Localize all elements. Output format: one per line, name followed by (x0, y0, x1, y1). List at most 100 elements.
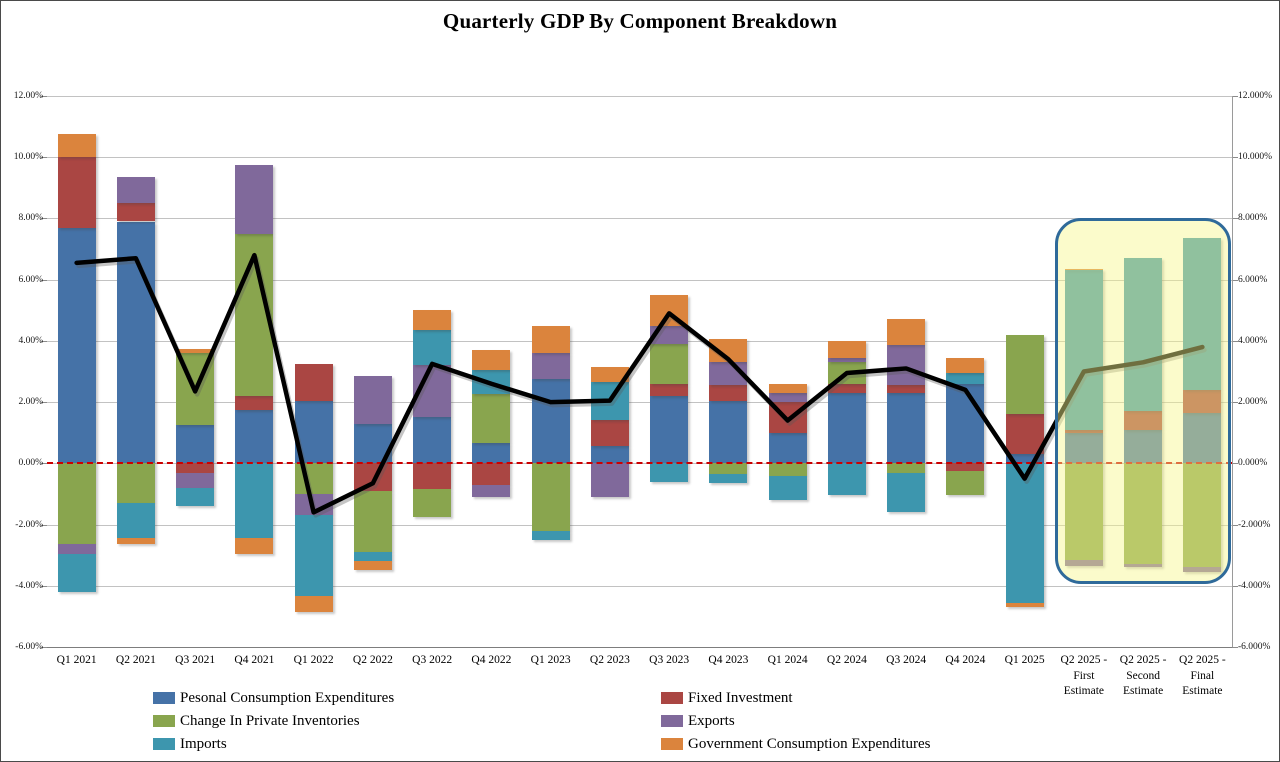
axis-tick (1233, 402, 1238, 404)
bar-segment (294, 596, 333, 612)
y-axis-label-left: 12.00% (13, 91, 43, 101)
legend-label: Government Consumption Expenditures (688, 735, 931, 752)
legend-label: Exports (688, 712, 735, 729)
bar-segment (1005, 414, 1044, 455)
bar-segment (709, 474, 748, 484)
gridline (47, 585, 1232, 587)
bar-segment (650, 395, 689, 464)
bar-segment (709, 339, 748, 363)
bar-segment (531, 379, 570, 464)
x-axis-label: Q1 2025 (1004, 654, 1045, 666)
bar-segment (531, 353, 570, 380)
legend-swatch-icon (153, 715, 175, 727)
axis-tick (1233, 524, 1238, 526)
bar-segment (531, 463, 570, 531)
x-axis-label: Q1 2022 (293, 654, 334, 666)
legend-column-right: Fixed Investment Exports Government Consum… (661, 688, 930, 757)
bar-segment (590, 366, 629, 383)
bar-segment (1005, 602, 1044, 608)
bar-segment (116, 177, 155, 204)
bar-segment (827, 392, 866, 464)
bar-segment (57, 553, 96, 592)
y-axis-label-left: -2.00% (15, 519, 43, 530)
axis-tick (41, 340, 47, 342)
legend-swatch-icon (661, 738, 683, 750)
bar-segment (827, 357, 866, 363)
q2-2025-estimates-highlight (1054, 218, 1231, 585)
legend-item: Imports (153, 734, 394, 754)
legend-label: Change In Private Inventories (180, 712, 360, 729)
x-axis-label: Q3 2024 (886, 654, 927, 666)
gridline (47, 340, 1232, 342)
y-axis-label-right: 0.000% (1238, 458, 1268, 469)
bar-segment (353, 463, 392, 491)
bar-segment (768, 432, 807, 464)
legend-item: Exports (661, 711, 930, 731)
bar-segment (235, 409, 274, 464)
y-axis-label-right: 2.000% (1238, 397, 1268, 408)
bar-segment (1124, 411, 1163, 430)
bar-segment (472, 484, 511, 497)
bar-segment (1183, 389, 1222, 413)
axis-tick (41, 524, 47, 526)
bar-segment (57, 227, 96, 464)
bar-segment (1064, 270, 1103, 430)
bar-segment (531, 530, 570, 540)
bar-segment (590, 446, 629, 464)
axis-tick (1233, 340, 1238, 342)
bar-segment (353, 376, 392, 424)
legend-column-left: Pesonal Consumption Expenditures Change I… (153, 688, 394, 757)
x-axis-label: Q2 2025 - Final Estimate (1179, 654, 1226, 697)
bar-segment (887, 319, 926, 346)
plot-area (41, 96, 1238, 648)
gridline (47, 647, 1232, 648)
bar-segment (887, 463, 926, 473)
bar-segment (1124, 429, 1163, 464)
bar-segment (1124, 463, 1163, 565)
axis-tick (41, 402, 47, 404)
axis-tick (1233, 279, 1238, 281)
axis-tick (1233, 218, 1238, 220)
bar-segment (1183, 238, 1222, 390)
x-axis-label: Q2 2025 - Second Estimate (1119, 654, 1167, 697)
bar-segment (235, 395, 274, 410)
bar-segment (472, 443, 511, 464)
zero-baseline (47, 462, 1232, 465)
gdp-line (74, 252, 1207, 518)
y-axis-label-left: -4.00% (15, 580, 43, 591)
axis-tick (41, 647, 47, 648)
gridline (47, 218, 1232, 220)
axis-tick (1233, 585, 1238, 587)
bar-segment (946, 373, 985, 384)
bar-segment (116, 463, 155, 504)
legend-item: Fixed Investment (661, 688, 930, 708)
x-axis-label: Q3 2022 (412, 654, 453, 666)
bar-segment (590, 420, 629, 447)
bar-segment (472, 394, 511, 444)
y-axis-label-right: 8.000% (1238, 213, 1268, 224)
y-axis-label-left: 2.00% (18, 397, 43, 408)
x-axis-label: Q4 2023 (708, 654, 749, 666)
bar-segment (413, 330, 452, 366)
axis-tick (41, 218, 47, 220)
bar-segment (1064, 463, 1103, 560)
legend-label: Pesonal Consumption Expenditures (180, 689, 395, 706)
bar-segment (531, 325, 570, 354)
bar-segment (946, 470, 985, 496)
y-axis-label-right: 10.000% (1238, 152, 1273, 163)
bar-segment (768, 463, 807, 476)
x-axis-label: Q2 2022 (352, 654, 393, 666)
legend-label: Fixed Investment (688, 689, 793, 706)
gridline (47, 279, 1232, 281)
bar-segment (413, 489, 452, 517)
bar-segment (709, 400, 748, 464)
x-axis-label: Q2 2024 (826, 654, 867, 666)
bar-segment (768, 383, 807, 393)
bar-segment (1183, 412, 1222, 464)
bar-segment (235, 538, 274, 554)
bar-segment (1005, 454, 1044, 464)
axis-tick (41, 96, 47, 97)
legend-swatch-icon (153, 692, 175, 704)
x-axis-label: Q2 2023 (589, 654, 630, 666)
